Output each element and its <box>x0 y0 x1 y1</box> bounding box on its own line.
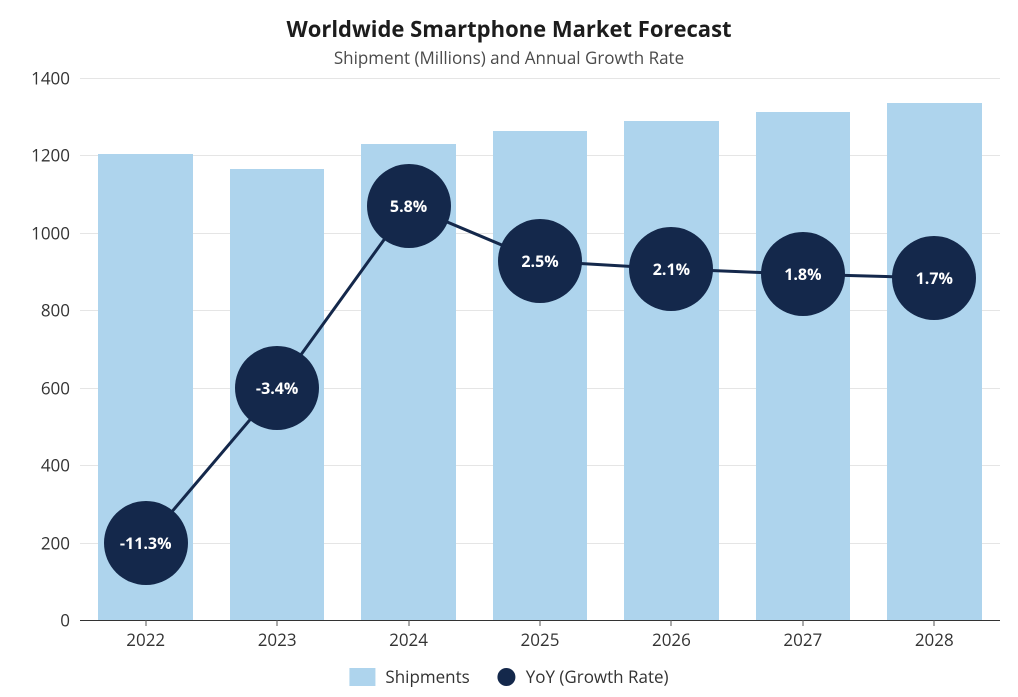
y-axis-tick-label: 800 <box>41 299 80 322</box>
x-axis-tick-label: 2027 <box>783 620 822 651</box>
growth-marker: 1.8% <box>761 232 845 316</box>
x-axis-tick-label: 2028 <box>915 620 954 651</box>
legend-label: YoY (Growth Rate) <box>526 665 669 688</box>
growth-marker: -11.3% <box>104 501 188 585</box>
y-axis-tick-label: 1400 <box>31 67 80 90</box>
x-axis-tick-label: 2023 <box>258 620 297 651</box>
legend-item: Shipments <box>349 665 469 688</box>
y-axis-tick-label: 400 <box>41 454 80 477</box>
y-axis-tick-label: 1000 <box>31 221 80 244</box>
growth-marker: 2.5% <box>498 219 582 303</box>
growth-marker: -3.4% <box>235 346 319 430</box>
y-axis-tick-label: 600 <box>41 376 80 399</box>
legend-label: Shipments <box>385 665 469 688</box>
plot-area: 0200400600800100012001400202220232024202… <box>80 78 1000 620</box>
legend-item: YoY (Growth Rate) <box>498 665 669 688</box>
growth-line <box>80 78 1000 620</box>
growth-marker: 5.8% <box>367 164 451 248</box>
legend: Shipments YoY (Growth Rate) <box>349 665 668 688</box>
growth-marker: 1.7% <box>892 236 976 320</box>
chart-container: Worldwide Smartphone Market Forecast Shi… <box>0 0 1018 697</box>
x-axis-tick-label: 2026 <box>652 620 691 651</box>
legend-swatch-circle-icon <box>498 668 516 686</box>
y-axis-tick-label: 1200 <box>31 144 80 167</box>
y-axis-tick-label: 200 <box>41 531 80 554</box>
chart-subtitle: Shipment (Millions) and Annual Growth Ra… <box>0 46 1018 69</box>
x-axis-tick-label: 2025 <box>521 620 560 651</box>
legend-swatch-square-icon <box>349 668 375 686</box>
x-axis-tick-label: 2024 <box>389 620 428 651</box>
chart-title: Worldwide Smartphone Market Forecast <box>0 0 1018 44</box>
y-axis-tick-label: 0 <box>60 609 80 632</box>
x-axis-tick-label: 2022 <box>126 620 165 651</box>
growth-marker: 2.1% <box>629 227 713 311</box>
